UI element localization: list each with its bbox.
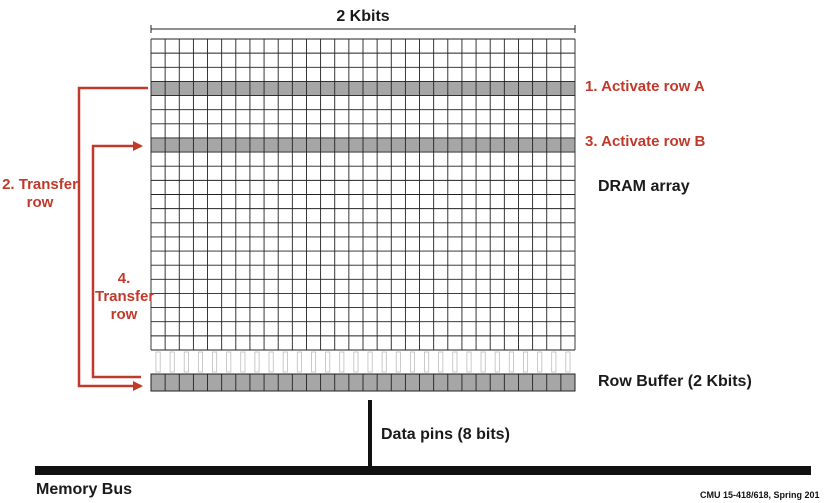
connector-tooth bbox=[508, 351, 514, 373]
row-buffer-label: Row Buffer (2 Kbits) bbox=[598, 373, 752, 390]
step4-line1: 4. bbox=[117, 270, 131, 287]
data-pins-label: Data pins (8 bits) bbox=[381, 426, 510, 443]
connector-tooth bbox=[466, 351, 472, 373]
transfer-arrow-row-b bbox=[91, 141, 143, 379]
memory-bus bbox=[35, 466, 811, 475]
connector-tooth bbox=[381, 351, 387, 373]
connector-tooth bbox=[155, 351, 161, 373]
connector-tooth bbox=[367, 351, 373, 373]
dram-array-grid bbox=[150, 38, 576, 351]
connector-tooth bbox=[395, 351, 401, 373]
step-transfer-row-4: 4. Transfer row bbox=[95, 270, 155, 324]
step-activate-row-a: 1. Activate row A bbox=[585, 78, 705, 95]
connector-tooth bbox=[452, 351, 458, 373]
row-buffer bbox=[150, 373, 576, 392]
connector-tooth bbox=[537, 351, 543, 373]
connector-tooth bbox=[494, 351, 500, 373]
step-transfer-row-2: 2. Transfer row bbox=[0, 176, 80, 212]
connector-tooth bbox=[409, 351, 415, 373]
connector-tooth bbox=[254, 351, 260, 373]
step2-line1: 2. Transfer bbox=[2, 176, 78, 193]
connector-tooth bbox=[212, 351, 218, 373]
connector-tooth bbox=[438, 351, 444, 373]
connector-tooth bbox=[183, 351, 189, 373]
connector-tooth bbox=[226, 351, 232, 373]
step-activate-row-b: 3. Activate row B bbox=[585, 133, 706, 150]
connector-tooth bbox=[565, 351, 571, 373]
connector-tooth bbox=[339, 351, 345, 373]
width-dimension bbox=[150, 25, 576, 33]
connector-tooth bbox=[169, 351, 175, 373]
connector-tooth bbox=[424, 351, 430, 373]
step4-line3: row bbox=[110, 306, 138, 323]
connector-tooth bbox=[353, 351, 359, 373]
connector-tooth bbox=[523, 351, 529, 373]
array-width-label: 2 Kbits bbox=[336, 8, 390, 25]
step2-line2: row bbox=[26, 194, 54, 211]
step4-line2: Transfer bbox=[95, 288, 155, 305]
connector-tooth bbox=[325, 351, 331, 373]
connector-tooth bbox=[551, 351, 557, 373]
connector-tooth bbox=[282, 351, 288, 373]
connector-tooth bbox=[480, 351, 486, 373]
dram-array-label: DRAM array bbox=[598, 178, 690, 195]
connector-tooth bbox=[240, 351, 246, 373]
course-footer: CMU 15-418/618, Spring 201 bbox=[700, 490, 820, 500]
connector-tooth bbox=[311, 351, 317, 373]
connector-tooth bbox=[197, 351, 203, 373]
connector-tooth bbox=[268, 351, 274, 373]
row-buffer-connectors bbox=[155, 351, 571, 373]
memory-bus-label: Memory Bus bbox=[36, 481, 133, 498]
connector-tooth bbox=[296, 351, 302, 373]
transfer-arrow-row-a bbox=[77, 86, 148, 391]
